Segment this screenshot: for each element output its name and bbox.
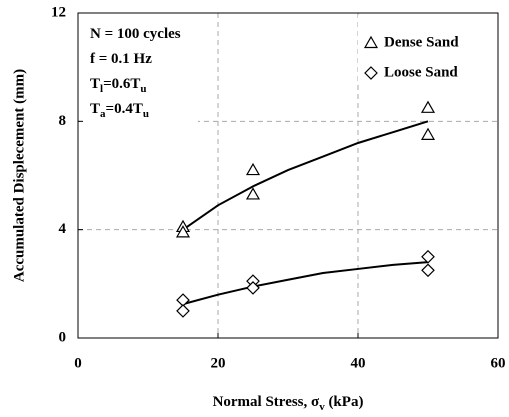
text-part: N = 100 cycles — [90, 26, 181, 42]
y-tick-label: 12 — [51, 4, 66, 20]
text-part: T — [90, 101, 100, 117]
trend-line — [182, 120, 429, 231]
data-point — [176, 304, 190, 318]
subscript: v — [319, 401, 325, 413]
y-axis-label: Accumulated Displecement (mm) — [11, 69, 27, 282]
legend-marker — [364, 66, 378, 80]
data-point — [421, 263, 435, 278]
x-axis-label: Normal Stress, σv (kPa) — [213, 394, 364, 412]
legend-marker — [363, 35, 379, 49]
text-part: (kPa) — [325, 394, 364, 410]
data-point — [246, 281, 260, 295]
annotation: Ta=0.4Tu — [90, 101, 149, 119]
x-tick-label: 60 — [491, 355, 506, 371]
legend-label: Dense Sand — [384, 34, 459, 50]
subscript: u — [143, 108, 149, 120]
data-point — [245, 187, 261, 200]
y-tick-label: 0 — [59, 329, 67, 345]
annotation: f = 0.1 Hz — [90, 51, 152, 67]
subscript: a — [100, 108, 106, 120]
data-point — [175, 225, 191, 238]
text-part: f = 0.1 Hz — [90, 51, 152, 67]
text-part: Normal Stress, σ — [213, 394, 320, 410]
text-part: =0.4T — [106, 101, 143, 117]
annotation: Tl=0.6Tu — [90, 76, 147, 94]
y-tick-label: 4 — [59, 221, 67, 237]
data-point — [421, 249, 435, 264]
annotation-background — [80, 15, 198, 127]
x-tick-label: 40 — [351, 355, 366, 371]
text-part: =0.6T — [103, 76, 140, 92]
data-point — [420, 127, 436, 140]
plot-frame — [77, 12, 499, 339]
legend-label: Loose Sand — [384, 64, 458, 80]
annotation: N = 100 cycles — [90, 26, 181, 42]
trend-line — [182, 261, 429, 306]
data-point — [245, 162, 261, 176]
data-point — [420, 100, 436, 113]
x-tick-label: 0 — [74, 355, 82, 371]
subscript: l — [100, 83, 103, 95]
legend-background — [358, 15, 496, 85]
x-tick-label: 20 — [211, 355, 226, 371]
text-part: T — [90, 76, 100, 92]
y-tick-label: 8 — [59, 113, 67, 129]
subscript: u — [140, 83, 146, 95]
